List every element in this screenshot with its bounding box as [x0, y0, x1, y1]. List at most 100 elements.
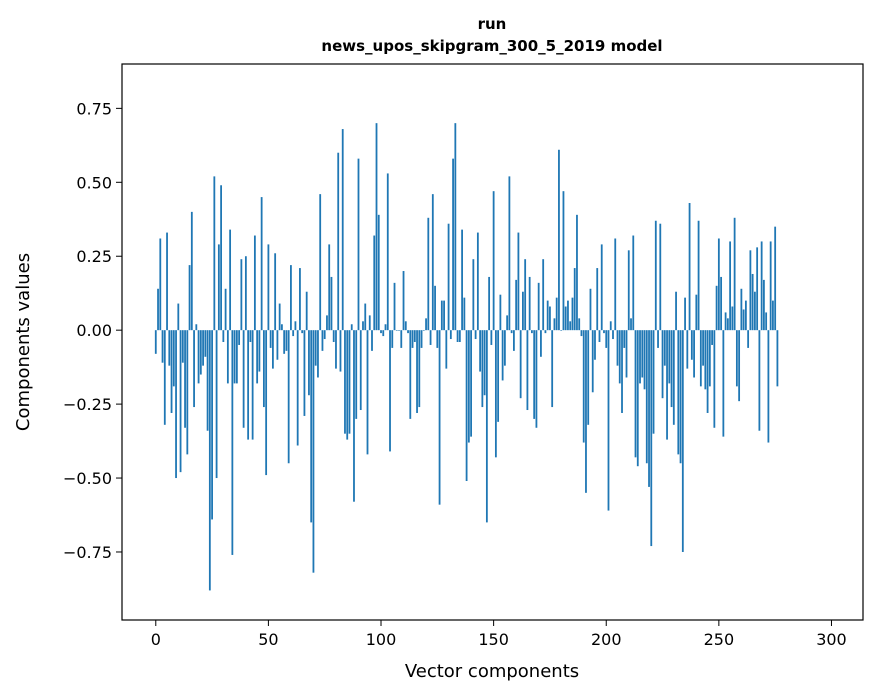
- bar-107: [395, 330, 398, 331]
- bar-120: [425, 318, 427, 331]
- bar-153: [499, 294, 502, 331]
- bar-179: [558, 149, 560, 331]
- bar-249: [715, 285, 718, 331]
- bar-176: [551, 330, 554, 408]
- bar-219: [648, 330, 650, 487]
- bar-268: [758, 330, 761, 431]
- bar-43: [251, 330, 254, 440]
- bar-188: [578, 318, 581, 331]
- bar-100: [380, 330, 382, 334]
- bar-126: [438, 330, 441, 505]
- bar-177: [553, 318, 556, 331]
- bar-265: [751, 273, 754, 331]
- bar-102: [384, 324, 387, 331]
- bar-10: [177, 303, 180, 331]
- bar-84: [344, 330, 346, 434]
- bar-175: [549, 306, 551, 331]
- bar-35: [233, 330, 236, 384]
- bar-104: [389, 330, 391, 452]
- bar-151: [494, 330, 497, 458]
- bar-91: [359, 330, 362, 411]
- bar-117: [418, 330, 421, 408]
- bar-143: [476, 232, 479, 331]
- bar-134: [456, 330, 459, 342]
- bar-70: [312, 330, 315, 573]
- bar-259: [738, 330, 741, 402]
- bar-110: [402, 271, 405, 331]
- bar-266: [753, 291, 756, 331]
- bar-141: [472, 259, 475, 331]
- bar-61: [292, 330, 295, 337]
- bar-251: [720, 276, 723, 331]
- bar-252: [722, 330, 725, 437]
- bar-159: [513, 330, 515, 351]
- bar-228: [668, 330, 671, 384]
- bar-137: [463, 297, 466, 331]
- bar-80: [335, 330, 337, 369]
- bar-174: [546, 300, 549, 331]
- bar-96: [371, 330, 373, 351]
- bar-181: [562, 191, 565, 331]
- bar-212: [632, 235, 635, 331]
- bar-210: [627, 250, 630, 331]
- bar-125: [436, 330, 439, 348]
- bar-36: [235, 330, 238, 384]
- bar-133: [454, 123, 457, 331]
- bar-239: [693, 330, 695, 378]
- bar-272: [767, 330, 770, 443]
- bar-3: [161, 330, 164, 363]
- bar-15: [188, 265, 191, 331]
- bar-227: [666, 330, 668, 440]
- bar-66: [303, 330, 306, 416]
- bar-273: [769, 241, 772, 331]
- bar-236: [686, 330, 689, 369]
- bar-276: [776, 330, 779, 387]
- x-tick-label: 300: [816, 630, 847, 649]
- bar-178: [555, 297, 558, 331]
- bar-225: [661, 330, 664, 399]
- bar-163: [522, 291, 524, 331]
- bar-77: [328, 244, 331, 331]
- bar-165: [526, 330, 529, 411]
- bar-121: [427, 217, 430, 331]
- bar-245: [706, 330, 709, 413]
- bar-6: [168, 330, 171, 366]
- bar-173: [544, 330, 547, 334]
- bar-243: [702, 330, 704, 366]
- bar-118: [420, 330, 423, 348]
- bar-140: [470, 330, 472, 437]
- bar-67: [305, 291, 308, 331]
- bar-190: [582, 330, 585, 443]
- bar-57: [283, 330, 286, 354]
- plot-frame: [121, 63, 864, 621]
- chart-title-line-1: run: [478, 15, 507, 33]
- bar-147: [485, 330, 488, 523]
- bar-231: [675, 291, 677, 331]
- bar-193: [589, 288, 592, 331]
- bar-186: [573, 268, 576, 331]
- bar-39: [242, 330, 245, 428]
- bar-218: [645, 330, 648, 464]
- bar-234: [681, 330, 684, 552]
- bar-253: [724, 312, 727, 331]
- bar-148: [488, 276, 491, 331]
- bar-50: [267, 244, 270, 331]
- bar-157: [508, 176, 511, 331]
- bar-23: [206, 330, 209, 431]
- bar-247: [711, 330, 713, 345]
- bar-172: [542, 259, 545, 331]
- bar-99: [377, 214, 380, 331]
- y-tick-label: −0.25: [63, 395, 112, 414]
- bar-86: [348, 330, 351, 434]
- bar-150: [492, 191, 495, 331]
- bar-76: [326, 315, 328, 331]
- bar-93: [364, 303, 367, 331]
- bar-166: [528, 276, 531, 331]
- bar-156: [506, 315, 509, 331]
- bar-116: [416, 330, 418, 413]
- bar-37: [238, 330, 241, 345]
- bar-254: [726, 318, 729, 331]
- bar-83: [341, 129, 344, 331]
- y-tick-label: −0.50: [63, 469, 112, 488]
